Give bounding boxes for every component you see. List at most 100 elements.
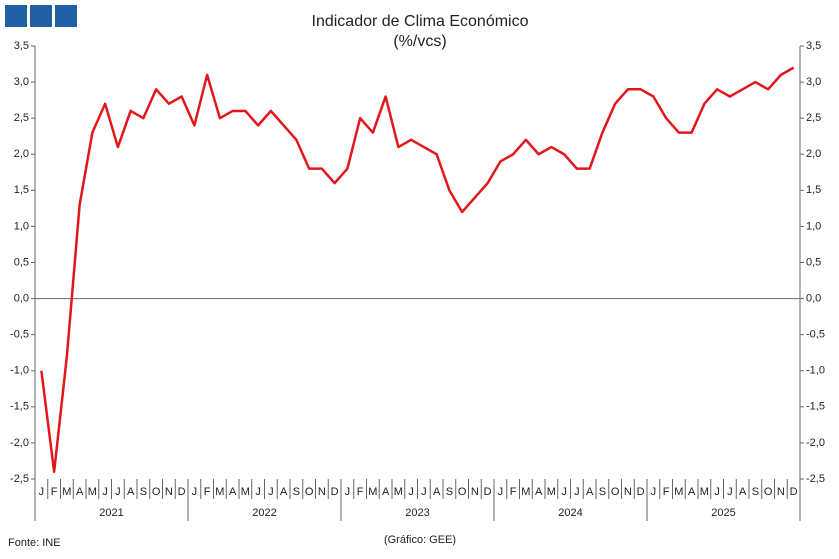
x-tick-label: M (215, 486, 224, 498)
y-tick-label: -0,5 (10, 329, 29, 341)
x-tick-label: J (498, 486, 504, 498)
y-tick-label-right: 3,5 (806, 40, 821, 52)
x-tick-label: D (178, 486, 186, 498)
x-tick-label: F (510, 486, 517, 498)
y-tick-label-right: 0,0 (806, 292, 821, 304)
x-tick-label: J (192, 486, 198, 498)
x-tick-label: J (39, 486, 45, 498)
y-tick-label: 2,5 (14, 112, 29, 124)
y-tick-label: 0,0 (14, 292, 29, 304)
x-tick-label: J (102, 486, 108, 498)
year-label: 2022 (252, 507, 276, 519)
x-tick-label: J (651, 486, 657, 498)
x-tick-label: J (268, 486, 274, 498)
y-tick-label-right: -2,5 (806, 473, 825, 485)
year-label: 2024 (558, 507, 582, 519)
x-tick-label: F (51, 486, 58, 498)
logo-block (55, 5, 77, 27)
x-tick-label: N (624, 486, 632, 498)
x-tick-label: F (204, 486, 211, 498)
chart-subtitle: (%/vcs) (393, 33, 446, 50)
source: Fonte: INE (8, 537, 61, 549)
y-tick-label: -1,0 (10, 365, 29, 377)
x-tick-label: J (727, 486, 733, 498)
y-tick-label-right: -1,0 (806, 365, 825, 377)
x-tick-label: J (421, 486, 427, 498)
x-tick-label: A (586, 486, 594, 498)
x-tick-label: M (368, 486, 377, 498)
y-tick-label: -2,5 (10, 473, 29, 485)
year-label: 2025 (711, 507, 735, 519)
x-tick-label: N (471, 486, 479, 498)
x-tick-label: N (165, 486, 173, 498)
y-tick-label: 1,5 (14, 184, 29, 196)
x-tick-label: D (484, 486, 492, 498)
y-tick-label-right: 2,0 (806, 148, 821, 160)
x-tick-label: A (688, 486, 696, 498)
logo-block (30, 5, 52, 27)
x-tick-label: A (127, 486, 135, 498)
x-tick-label: F (357, 486, 364, 498)
x-tick-label: D (790, 486, 798, 498)
x-tick-label: A (229, 486, 237, 498)
x-tick-label: J (345, 486, 351, 498)
x-tick-label: S (140, 486, 147, 498)
x-tick-label: D (637, 486, 645, 498)
x-tick-label: O (764, 486, 773, 498)
y-tick-label: -2,0 (10, 437, 29, 449)
y-tick-label-right: 3,0 (806, 76, 821, 88)
y-tick-label-right: 0,5 (806, 256, 821, 268)
x-tick-label: M (88, 486, 97, 498)
x-tick-label: J (408, 486, 414, 498)
x-tick-label: S (293, 486, 300, 498)
x-tick-label: M (394, 486, 403, 498)
y-tick-label-right: -2,0 (806, 437, 825, 449)
x-tick-label: J (255, 486, 261, 498)
logo-block (5, 5, 27, 27)
x-tick-label: O (305, 486, 314, 498)
y-tick-label: 3,0 (14, 76, 29, 88)
y-tick-label: 1,0 (14, 220, 29, 232)
y-tick-label-right: 2,5 (806, 112, 821, 124)
year-label: 2021 (99, 507, 123, 519)
x-tick-label: M (547, 486, 556, 498)
year-label: 2023 (405, 507, 429, 519)
x-tick-label: M (62, 486, 71, 498)
y-tick-label-right: 1,0 (806, 220, 821, 232)
x-tick-label: A (382, 486, 390, 498)
x-tick-label: S (446, 486, 453, 498)
y-tick-label: 3,5 (14, 40, 29, 52)
x-tick-label: O (152, 486, 161, 498)
x-tick-label: M (241, 486, 250, 498)
y-tick-label: 2,0 (14, 148, 29, 160)
credit: (Gráfico: GEE) (384, 534, 456, 546)
x-tick-label: J (561, 486, 567, 498)
x-tick-label: M (521, 486, 530, 498)
chart-title: Indicador de Clima Económico (312, 13, 529, 30)
x-tick-label: N (777, 486, 785, 498)
y-tick-label-right: 1,5 (806, 184, 821, 196)
x-tick-label: A (76, 486, 84, 498)
x-tick-label: A (433, 486, 441, 498)
x-tick-label: D (331, 486, 339, 498)
x-tick-label: J (115, 486, 121, 498)
x-tick-label: M (674, 486, 683, 498)
x-tick-label: J (714, 486, 720, 498)
x-tick-label: J (574, 486, 580, 498)
x-tick-label: F (663, 486, 670, 498)
y-tick-label: -1,5 (10, 401, 29, 413)
y-tick-label-right: -1,5 (806, 401, 825, 413)
x-tick-label: N (318, 486, 326, 498)
data-line (40, 66, 795, 474)
y-tick-label-right: -0,5 (806, 329, 825, 341)
x-tick-label: A (535, 486, 543, 498)
x-tick-label: M (700, 486, 709, 498)
x-tick-label: S (599, 486, 606, 498)
x-tick-label: A (280, 486, 288, 498)
x-tick-label: O (458, 486, 467, 498)
x-tick-label: A (739, 486, 747, 498)
x-tick-label: S (752, 486, 759, 498)
x-tick-label: O (611, 486, 620, 498)
y-tick-label: 0,5 (14, 256, 29, 268)
